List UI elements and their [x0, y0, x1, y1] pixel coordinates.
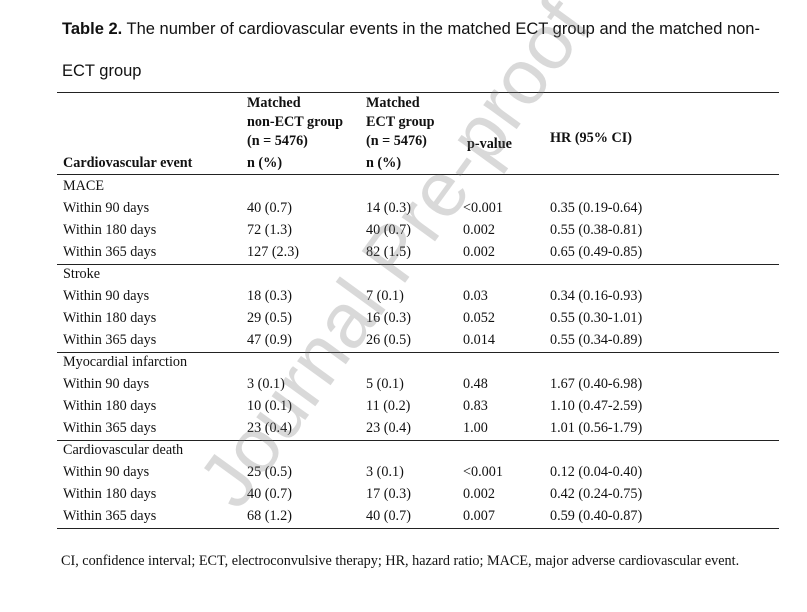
table-top-rule: [57, 92, 779, 93]
section-rule: [57, 440, 779, 441]
section-title: MACE: [63, 178, 104, 194]
cell-non-ect: 10 (0.1): [247, 398, 292, 414]
cell-hr: 0.34 (0.16-0.93): [550, 288, 643, 304]
cell-hr: 1.67 (0.40-6.98): [550, 376, 643, 392]
cell-non-ect: 29 (0.5): [247, 310, 292, 326]
table-label: Table 2.: [62, 20, 123, 38]
cell-hr: 0.12 (0.04-0.40): [550, 464, 643, 480]
section-title: Myocardial infarction: [63, 354, 188, 370]
cell-p-value: 0.83: [463, 398, 488, 414]
section-rule: [57, 352, 779, 353]
row-label: Within 90 days: [63, 464, 150, 480]
cell-p-value: <0.001: [463, 200, 503, 216]
cell-p-value: 0.03: [463, 288, 488, 304]
cell-p-value: 0.48: [463, 376, 488, 392]
header-non-ect-line2: non-ECT group: [247, 114, 344, 130]
header-non-ect-line3: (n = 5476): [247, 133, 308, 149]
cell-ect: 40 (0.7): [366, 508, 411, 524]
cell-p-value: 0.007: [463, 508, 495, 524]
header-ect-line4: n (%): [366, 155, 402, 171]
table-caption: Table 2. The number of cardiovascular ev…: [62, 8, 782, 92]
header-non-ect-line4: n (%): [247, 155, 283, 171]
cell-hr: 0.55 (0.38-0.81): [550, 222, 643, 238]
cell-ect: 14 (0.3): [366, 200, 411, 216]
cell-non-ect: 40 (0.7): [247, 486, 292, 502]
header-cardiovascular-event: Cardiovascular event: [63, 155, 193, 171]
cell-ect: 7 (0.1): [366, 288, 404, 304]
cell-p-value: 0.002: [463, 222, 495, 238]
header-rule: [57, 174, 779, 175]
section-title: Cardiovascular death: [63, 442, 184, 458]
cell-hr: 0.42 (0.24-0.75): [550, 486, 643, 502]
section-rule: [57, 528, 779, 529]
cell-ect: 82 (1.5): [366, 244, 411, 260]
header-p-value: p-value: [467, 136, 512, 152]
row-label: Within 180 days: [63, 398, 157, 414]
cell-non-ect: 127 (2.3): [247, 244, 300, 260]
cell-hr: 0.55 (0.34-0.89): [550, 332, 643, 348]
cell-non-ect: 68 (1.2): [247, 508, 292, 524]
cell-ect: 11 (0.2): [366, 398, 411, 414]
header-non-ect-line1: Matched: [247, 95, 301, 111]
cell-p-value: 0.002: [463, 486, 495, 502]
row-label: Within 90 days: [63, 200, 150, 216]
cell-non-ect: 3 (0.1): [247, 376, 285, 392]
cell-hr: 0.65 (0.49-0.85): [550, 244, 643, 260]
row-label: Within 180 days: [63, 486, 157, 502]
cell-ect: 40 (0.7): [366, 222, 411, 238]
section-rule: [57, 264, 779, 265]
row-label: Within 180 days: [63, 310, 157, 326]
cell-p-value: 0.052: [463, 310, 495, 326]
cell-p-value: 1.00: [463, 420, 488, 436]
cell-ect: 23 (0.4): [366, 420, 411, 436]
row-label: Within 365 days: [63, 332, 157, 348]
section-title: Stroke: [63, 266, 101, 282]
cell-p-value: <0.001: [463, 464, 503, 480]
row-label: Within 365 days: [63, 420, 157, 436]
cell-non-ect: 23 (0.4): [247, 420, 292, 436]
cell-hr: 0.35 (0.19-0.64): [550, 200, 643, 216]
cell-ect: 16 (0.3): [366, 310, 411, 326]
cell-ect: 17 (0.3): [366, 486, 411, 502]
cell-hr: 1.01 (0.56-1.79): [550, 420, 643, 436]
cell-p-value: 0.014: [463, 332, 495, 348]
row-label: Within 180 days: [63, 222, 157, 238]
cell-ect: 26 (0.5): [366, 332, 411, 348]
row-label: Within 365 days: [63, 244, 157, 260]
header-ect-line3: (n = 5476): [366, 133, 427, 149]
cell-hr: 0.55 (0.30-1.01): [550, 310, 643, 326]
cell-non-ect: 18 (0.3): [247, 288, 292, 304]
table-caption-text: The number of cardiovascular events in t…: [62, 20, 760, 80]
cell-p-value: 0.002: [463, 244, 495, 260]
row-label: Within 365 days: [63, 508, 157, 524]
cell-hr: 0.59 (0.40-0.87): [550, 508, 643, 524]
header-hr: HR (95% CI): [550, 130, 632, 146]
footnote: CI, confidence interval; ECT, electrocon…: [61, 553, 740, 569]
cell-hr: 1.10 (0.47-2.59): [550, 398, 643, 414]
header-ect-line1: Matched: [366, 95, 420, 111]
row-label: Within 90 days: [63, 376, 150, 392]
cell-non-ect: 25 (0.5): [247, 464, 292, 480]
cell-non-ect: 47 (0.9): [247, 332, 292, 348]
header-ect-line2: ECT group: [366, 114, 435, 130]
cell-ect: 5 (0.1): [366, 376, 404, 392]
cell-non-ect: 72 (1.3): [247, 222, 292, 238]
cell-non-ect: 40 (0.7): [247, 200, 292, 216]
cell-ect: 3 (0.1): [366, 464, 404, 480]
row-label: Within 90 days: [63, 288, 150, 304]
